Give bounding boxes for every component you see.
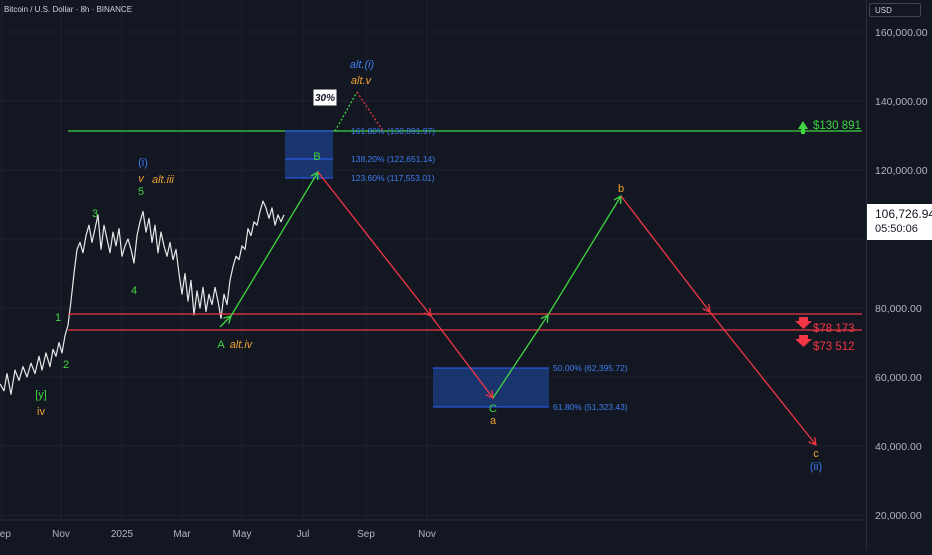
fib-boxes: 161.80% (130,891.97) 138.20% (122,651.14)… [285,126,628,412]
bar-countdown: 05:50:06 [875,223,918,235]
fib-level-label: 123.60% (117,553.01) [351,173,435,183]
wave-label: C [489,403,497,415]
x-tick-label: Nov [52,529,70,540]
forecast-segment [547,195,622,316]
forecast-segment [492,314,549,399]
forecast-segment [230,171,319,317]
grid [0,0,866,520]
wave-label: alt.iii [152,174,175,186]
price-axis[interactable]: 20,000.00 40,000.00 60,000.00 80,000.00 120,… [866,0,932,550]
x-tick-label: Jul [297,529,310,540]
x-tick-label: Mar [173,529,191,540]
pct-badge [312,88,338,107]
wave-label: alt.(i) [350,59,375,71]
wave-label: (i) [138,157,148,169]
level-label: $78 173 [813,323,855,335]
price-series [0,200,285,395]
forecast-segment [709,311,817,446]
wave-label: b [618,183,624,195]
y-axis-ticks: 20,000.00 40,000.00 60,000.00 80,000.00 120,… [875,27,928,522]
wave-label: B [313,151,320,163]
arrow-head [808,437,817,447]
x-tick-label: Sep [357,529,375,540]
pct-badge-label: 30% [315,93,335,104]
x-tick-label: 2025 [111,529,134,540]
current-price-tag: 106,726.94 05:50:06 [867,204,932,240]
wave-label: [y] [35,389,47,401]
y-tick-label: 40,000.00 [875,441,922,453]
horizontal-levels: $130 891 $78 173 $73 512 [68,120,862,353]
price-line [0,200,285,395]
wave-label: v [138,173,145,185]
arrow-down-icon [795,317,812,329]
forecast-segment [430,315,494,399]
wave-label: alt.iv [230,339,254,351]
arrow-head [540,313,549,324]
forecast-arrows [219,91,817,447]
currency-button[interactable]: USD [869,3,921,17]
forecast-segment [219,315,232,328]
x-tick-label: Sep [0,529,11,540]
y-tick-label: 20,000.00 [875,510,922,522]
wave-label: iv [37,406,45,418]
y-tick-label: 80,000.00 [875,303,922,315]
x-tick-label: May [233,529,252,540]
chart-canvas[interactable]: $130 891 $78 173 $73 512 161.80% (130,891.… [0,0,866,550]
x-tick-label: Nov [418,529,436,540]
y-tick-label: 60,000.00 [875,372,922,384]
wave-label: c [813,448,819,460]
arrow-down-icon [795,335,812,347]
fib-level-label: 161.80% (130,891.97) [351,126,435,136]
wave-label: alt.v [351,75,373,87]
wave-label: 3 [92,208,98,220]
level-label: $73 512 [813,341,855,353]
forecast-segment [317,171,432,317]
fib-box-lower [433,368,549,407]
forecast-segment [620,195,711,313]
fib-level-label: 50.00% (62,395.72) [553,363,628,373]
x-axis: Sep Nov 2025 Mar May Jul Sep Nov [0,519,866,540]
fib-level-label: 138.20% (122,651.14) [351,154,435,164]
wave-label: 2 [63,359,69,371]
y-tick-label: 140,000.00 [875,96,928,108]
forecast-segment [334,91,358,132]
wave-label: A [217,339,225,351]
y-tick-label: 160,000.00 [875,27,928,39]
wave-label: 5 [138,186,144,198]
arrow-up-icon [798,121,808,134]
wave-label: a [490,415,497,427]
fib-box-upper [285,131,333,178]
wave-label: 4 [131,285,137,297]
chart-title: Bitcoin / U.S. Dollar · 8h · BINANCE [4,5,133,14]
current-price-value: 106,726.94 [875,207,932,221]
level-label: $130 891 [813,120,861,132]
y-tick-label: 120,000.00 [875,165,928,177]
wave-label: 1 [55,312,61,324]
wave-label: (ii) [810,461,822,473]
fib-level-label: 61.80% (51,323.43) [553,402,628,412]
